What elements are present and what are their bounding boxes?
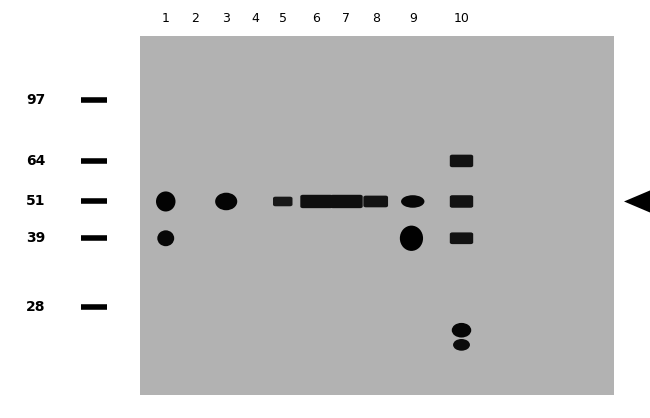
Ellipse shape (453, 339, 470, 351)
Ellipse shape (400, 226, 423, 251)
Text: 1: 1 (162, 12, 170, 25)
Text: 64: 64 (26, 154, 46, 168)
Text: 6: 6 (313, 12, 320, 25)
Ellipse shape (401, 195, 424, 208)
Text: 10: 10 (454, 12, 469, 25)
FancyBboxPatch shape (300, 195, 333, 208)
Ellipse shape (215, 193, 237, 210)
Text: 28: 28 (26, 300, 46, 314)
Bar (140, 36, 614, 395)
Ellipse shape (156, 191, 176, 212)
FancyBboxPatch shape (273, 196, 292, 206)
Ellipse shape (157, 230, 174, 246)
Text: 4: 4 (252, 12, 259, 25)
Text: 8: 8 (372, 12, 380, 25)
Text: 39: 39 (26, 231, 46, 245)
Text: 3: 3 (222, 12, 230, 25)
FancyBboxPatch shape (363, 196, 388, 207)
FancyBboxPatch shape (330, 195, 363, 208)
Text: 51: 51 (26, 194, 46, 209)
Text: 5: 5 (279, 12, 287, 25)
FancyBboxPatch shape (450, 232, 473, 244)
Text: 9: 9 (409, 12, 417, 25)
Text: 97: 97 (26, 93, 46, 107)
Polygon shape (624, 181, 650, 222)
Text: 7: 7 (343, 12, 350, 25)
Ellipse shape (452, 323, 471, 338)
FancyBboxPatch shape (450, 155, 473, 167)
Text: 2: 2 (191, 12, 199, 25)
FancyBboxPatch shape (450, 195, 473, 208)
